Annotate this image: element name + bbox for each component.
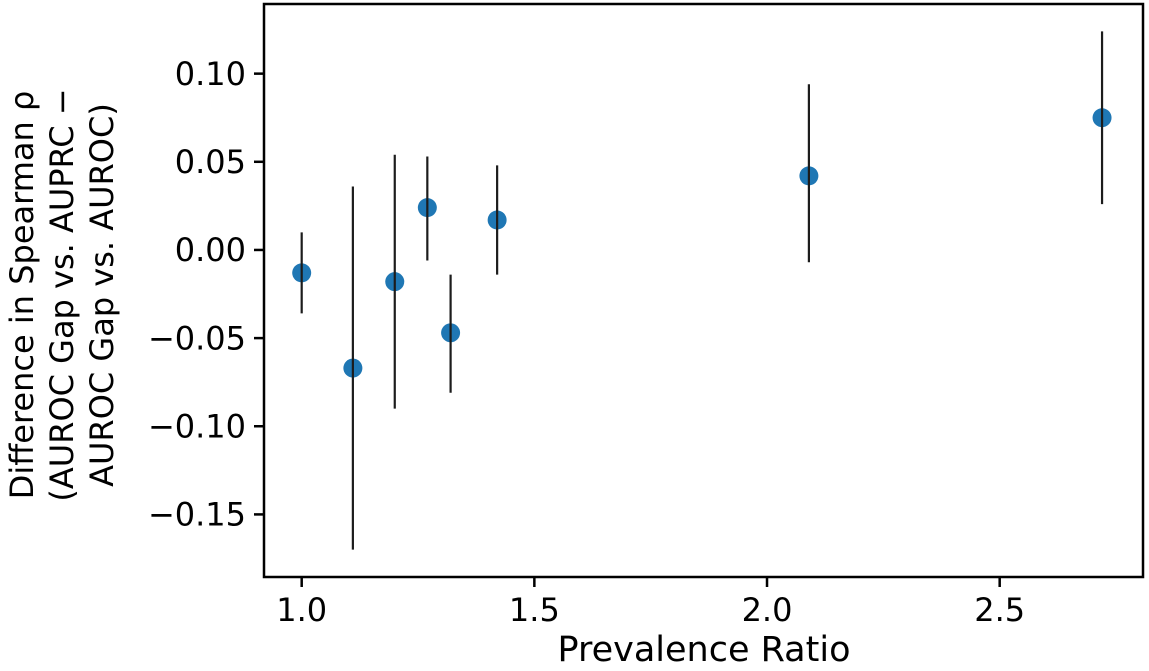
x-tick-label: 2.0	[742, 591, 793, 629]
x-tick-label: 2.5	[974, 591, 1025, 629]
y-axis-label-line-2: (AUROC Gap vs. AUPRC −	[43, 88, 81, 502]
y-tick-label: 0.00	[175, 231, 246, 269]
plot-frame	[262, 2, 1145, 579]
y-axis-label-line-3: AUROC Gap vs. AUROC)	[83, 103, 121, 487]
y-tick-label: 0.10	[175, 55, 246, 93]
y-tick-label: −0.15	[148, 496, 246, 534]
x-tick-label: 1.5	[509, 591, 560, 629]
x-tick-label: 1.0	[276, 591, 327, 629]
y-tick-label: −0.10	[148, 407, 246, 445]
y-axis-label-line-1: Difference in Spearman ρ	[3, 90, 41, 500]
x-axis-label: Prevalence Ratio	[557, 630, 851, 670]
y-tick-label: −0.05	[148, 319, 246, 357]
y-tick-label: 0.05	[175, 143, 246, 181]
y-axis-label: Difference in Spearman ρ (AUROC Gap vs. …	[2, 88, 122, 501]
